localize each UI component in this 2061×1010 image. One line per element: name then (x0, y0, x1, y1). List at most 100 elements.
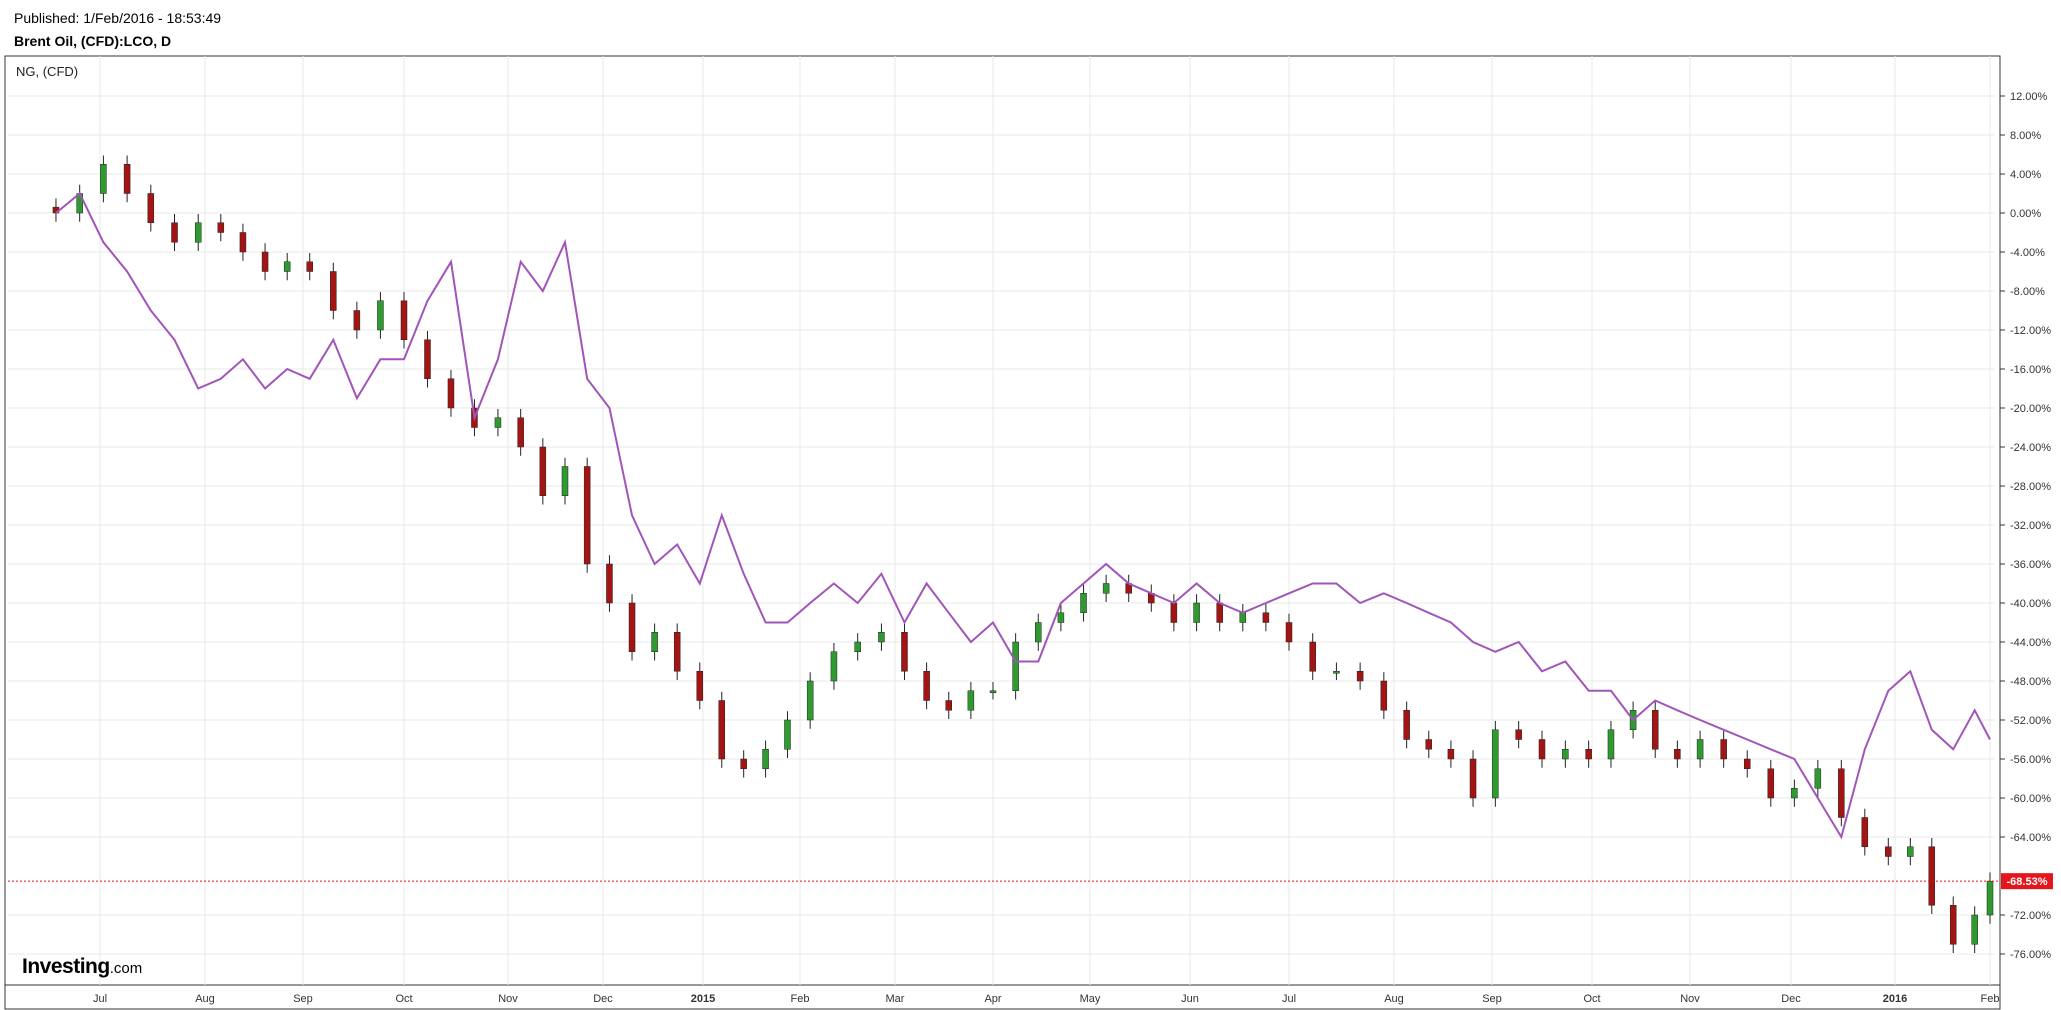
candle-body (1861, 817, 1869, 847)
y-tick-label: -56.00% (2010, 754, 2051, 766)
candle-body (1170, 602, 1178, 623)
candle-body (1767, 768, 1775, 799)
candle-body (945, 700, 952, 711)
y-tick-label: -52.00% (2010, 715, 2051, 727)
candle-body (1285, 622, 1293, 643)
candle-body (261, 251, 269, 272)
candle-body (1814, 768, 1822, 789)
candle-body (517, 417, 524, 448)
x-tick-label: 2016 (1883, 993, 1907, 1005)
y-tick-label: -32.00% (2010, 520, 2051, 532)
y-tick-label: -64.00% (2010, 832, 2051, 844)
logo-tld: .com (109, 960, 143, 977)
x-tick-label: Dec (1781, 993, 1801, 1005)
candle-body (377, 300, 384, 331)
ng-line-series (55, 191, 1991, 840)
candle-body (696, 671, 704, 701)
series-legend-label: NG, (CFD) (16, 64, 78, 79)
y-tick-label: -20.00% (2010, 403, 2051, 415)
x-tick-label: Dec (593, 993, 613, 1005)
candle-body (651, 632, 658, 652)
current-value-box (2001, 873, 2053, 890)
candle-body (561, 466, 569, 496)
brent-candles (52, 155, 1994, 954)
candle-body (1949, 905, 1957, 945)
x-tick-label: Aug (1384, 993, 1404, 1005)
candle-body (606, 563, 613, 604)
plot-frame (4, 55, 2001, 1010)
y-tick-label: -44.00% (2010, 637, 2051, 649)
x-tick-label: Jun (1181, 993, 1199, 1005)
candle-body (1607, 729, 1615, 760)
candle-body (989, 690, 997, 693)
y-tick-label: -24.00% (2010, 442, 2051, 454)
x-tick-label: 2015 (691, 993, 715, 1005)
candle-body (1035, 622, 1042, 643)
candle-body (830, 651, 838, 682)
y-tick-label: 0.00% (2010, 208, 2041, 220)
chart-symbol-title: Brent Oil, (CFD):LCO, D (14, 33, 172, 49)
y-tick-label: -4.00% (2010, 247, 2045, 259)
grid-lines (8, 56, 1995, 985)
x-tick-label: Nov (498, 993, 518, 1005)
x-tick-label: Jul (93, 993, 107, 1005)
x-tick-label: Oct (395, 993, 412, 1005)
y-tick-label: 8.00% (2010, 130, 2041, 142)
candle-body (1356, 671, 1364, 682)
candle-body (762, 749, 769, 769)
candle-body (628, 602, 636, 652)
y-tick-label: -16.00% (2010, 364, 2051, 376)
candle-body (147, 193, 155, 223)
candle-body (1492, 729, 1499, 799)
candle-body (1380, 680, 1388, 711)
candle-body (854, 641, 861, 652)
y-tick-label: -48.00% (2010, 676, 2051, 688)
candle-body (1928, 846, 1936, 906)
candle-body (306, 261, 313, 272)
x-tick-label: Mar (886, 993, 905, 1005)
x-tick-label: Aug (195, 993, 215, 1005)
y-tick-label: -28.00% (2010, 481, 2051, 493)
candle-body (1333, 671, 1340, 674)
candle-body (1986, 880, 1994, 916)
candle-body (1057, 612, 1065, 623)
candle-body (1239, 612, 1247, 623)
candle-body (353, 310, 361, 331)
y-tick-label: 4.00% (2010, 169, 2041, 181)
y-tick-label: -72.00% (2010, 910, 2051, 922)
candle-body (1791, 788, 1798, 799)
y-tick-label: -40.00% (2010, 598, 2051, 610)
candle-body (1562, 749, 1569, 760)
candle-body (217, 222, 225, 233)
candle-body (784, 719, 791, 750)
current-value-marker: -68.53% (2001, 873, 2053, 890)
candle-body (901, 632, 908, 672)
x-tick-label: Sep (293, 993, 313, 1005)
candle-body (1838, 768, 1845, 818)
x-tick-label: Feb (1981, 993, 2000, 1005)
x-axis-ticks: Jul Aug Sep Oct Nov Dec 2015 Feb Mar Apr May Jun Jul… (93, 993, 2000, 1005)
candle-body (967, 690, 975, 711)
candle-body (1743, 758, 1751, 769)
candle-body (806, 680, 814, 721)
candle-body (1425, 739, 1433, 750)
candle-body (1885, 846, 1892, 857)
y-tick-label: -8.00% (2010, 286, 2045, 298)
candle-body (1193, 602, 1200, 623)
candle-body (123, 164, 131, 194)
candle-body (400, 300, 408, 340)
candle-body (283, 261, 291, 272)
candle-body (424, 339, 431, 379)
x-tick-label: Jul (1282, 993, 1296, 1005)
candle-body (923, 671, 930, 701)
candle-body (1971, 914, 1978, 945)
candle-body (1216, 602, 1223, 623)
candle-body (171, 222, 178, 243)
candle-body (1696, 739, 1704, 760)
candle-body (1585, 749, 1592, 760)
candle-body (673, 632, 681, 672)
candle-body (1907, 846, 1914, 857)
candle-body (1674, 749, 1681, 760)
candle-body (1309, 641, 1316, 672)
